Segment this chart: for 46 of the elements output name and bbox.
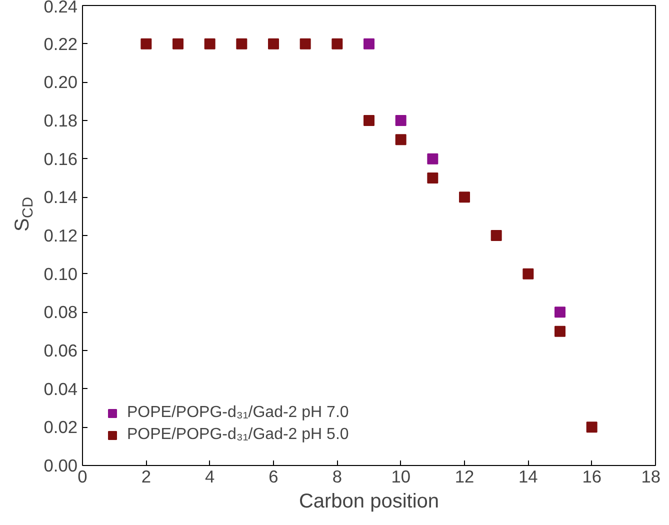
point [395,134,406,146]
y-tick-label: 0.00 [44,456,78,476]
point [332,38,343,50]
y-tick-label: 0.10 [44,264,78,284]
point [554,326,566,337]
point [427,153,438,164]
x-tick-label: 6 [268,466,278,486]
point [364,115,374,126]
y-tick-label: 0.18 [44,110,78,130]
y-tick-label: 0.04 [44,378,78,399]
point [459,192,470,203]
y-tick-label: 0.20 [44,72,78,92]
point [236,38,248,50]
x-tick-label: 12 [454,466,474,486]
point [364,38,374,50]
y-tick-label: 0.08 [44,302,78,322]
point [586,422,598,433]
x-tick-label: 18 [641,466,661,486]
x-tick-label: 4 [205,466,216,486]
x-axis-title: Carbon position [298,490,440,512]
legend-label: POPE/POPG-d₃₁/Gad-2 pH 5.0 [127,426,349,444]
x-tick-label: 2 [141,466,151,486]
point [268,38,279,50]
y-tick-label: 0.14 [44,187,78,208]
x-tick-label: 14 [518,466,538,486]
point [172,38,184,50]
point [300,38,311,50]
point [140,38,152,50]
x-tick-label: 0 [78,466,88,486]
x-tick-label: 10 [391,466,410,486]
y-tick-label: 0.06 [44,340,78,360]
legend-label: POPE/POPG-d₃₁/Gad-2 pH 7.0 [127,404,349,422]
point [204,38,216,50]
point [427,172,438,184]
x-tick-label: 16 [582,466,602,486]
y-tick-label: 0.24 [44,0,78,16]
point [395,115,406,126]
y-tick-label: 0.12 [44,226,78,246]
point [522,268,534,280]
x-tick-label: 8 [332,466,342,486]
point [554,306,566,318]
point [490,230,502,241]
y-tick-label: 0.02 [44,417,78,438]
y-axis-title: SCD [12,196,36,232]
y-tick-label: 0.16 [44,148,78,169]
y-tick-label: 0.22 [44,34,78,54]
